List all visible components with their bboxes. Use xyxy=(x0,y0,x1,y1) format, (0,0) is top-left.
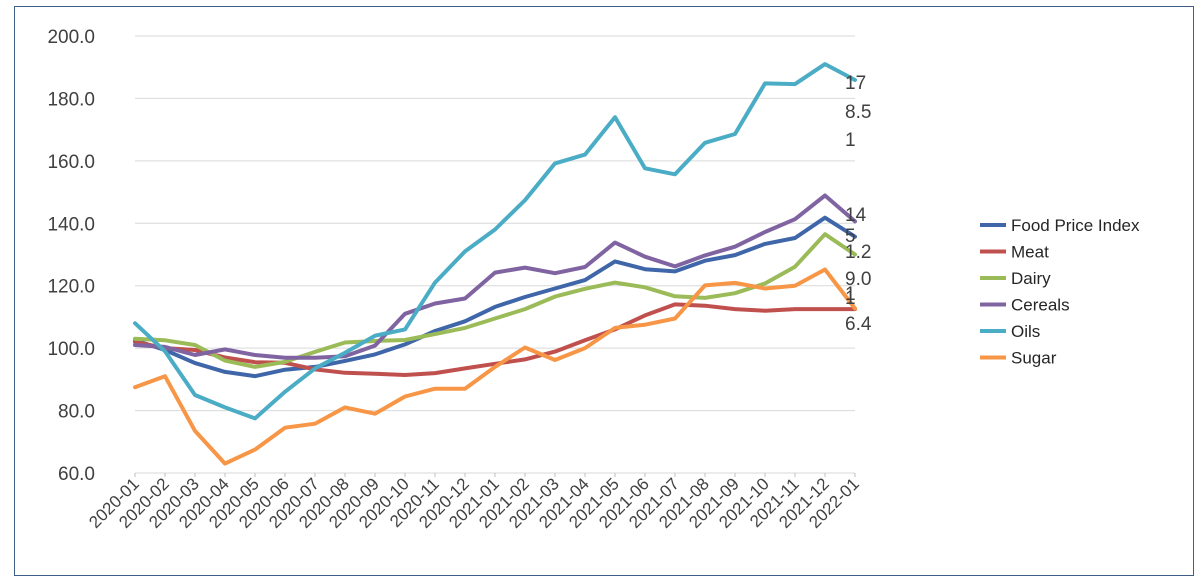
y-tick-label: 60.0 xyxy=(58,464,95,485)
y-tick-label: 120.0 xyxy=(47,277,95,298)
y-tick-label: 100.0 xyxy=(47,339,95,360)
legend-label: Food Price Index xyxy=(1011,216,1140,235)
end-data-label: 8.5 xyxy=(845,102,871,123)
x-axis-ticks: 2020-012020-022020-032020-042020-052020-… xyxy=(85,473,863,532)
y-tick-label: 160.0 xyxy=(47,152,95,173)
end-data-label: 14 xyxy=(845,205,867,226)
legend-label: Oils xyxy=(1011,322,1040,341)
series-line-cereals xyxy=(133,193,857,360)
y-axis-ticks: 60.0 80.0 100.0 120.0 140.0 160.0 180.0 200.0 xyxy=(47,27,95,485)
line-chart: 60.0 80.0 100.0 120.0 140.0 160.0 180.0 200.0 2… xyxy=(47,27,1140,532)
y-tick-label: 140.0 xyxy=(47,214,95,235)
series-line-dairy xyxy=(133,232,857,369)
end-data-label: 1 xyxy=(845,284,856,305)
end-data-label: 1 xyxy=(845,288,856,309)
gridlines xyxy=(135,35,855,474)
series-lines xyxy=(133,62,857,466)
legend-label: Cereals xyxy=(1011,296,1070,315)
end-data-label: 17 xyxy=(845,73,866,94)
series-line-meat xyxy=(133,302,857,377)
legend-label: Sugar xyxy=(1011,349,1057,368)
series-line-oils xyxy=(133,62,857,421)
end-data-label: 5 xyxy=(845,226,856,247)
y-tick-label: 180.0 xyxy=(47,89,95,110)
y-tick-label: 200.0 xyxy=(47,27,95,48)
legend: Food Price Index Meat Dairy Cereals Oils Suga… xyxy=(980,216,1140,368)
chart-frame: 60.0 80.0 100.0 120.0 140.0 160.0 180.0 200.0 2… xyxy=(14,6,1194,576)
legend-label: Dairy xyxy=(1011,269,1051,288)
end-data-label: 6.4 xyxy=(845,314,872,335)
series-line-sugar xyxy=(133,267,857,466)
legend-label: Meat xyxy=(1011,243,1049,262)
y-tick-label: 80.0 xyxy=(58,402,95,423)
end-data-label: 9.0 xyxy=(845,269,871,290)
end-data-label: 1.2 xyxy=(845,242,871,263)
series-line-food-price-index xyxy=(133,215,857,379)
end-data-label: 1 xyxy=(845,130,856,151)
